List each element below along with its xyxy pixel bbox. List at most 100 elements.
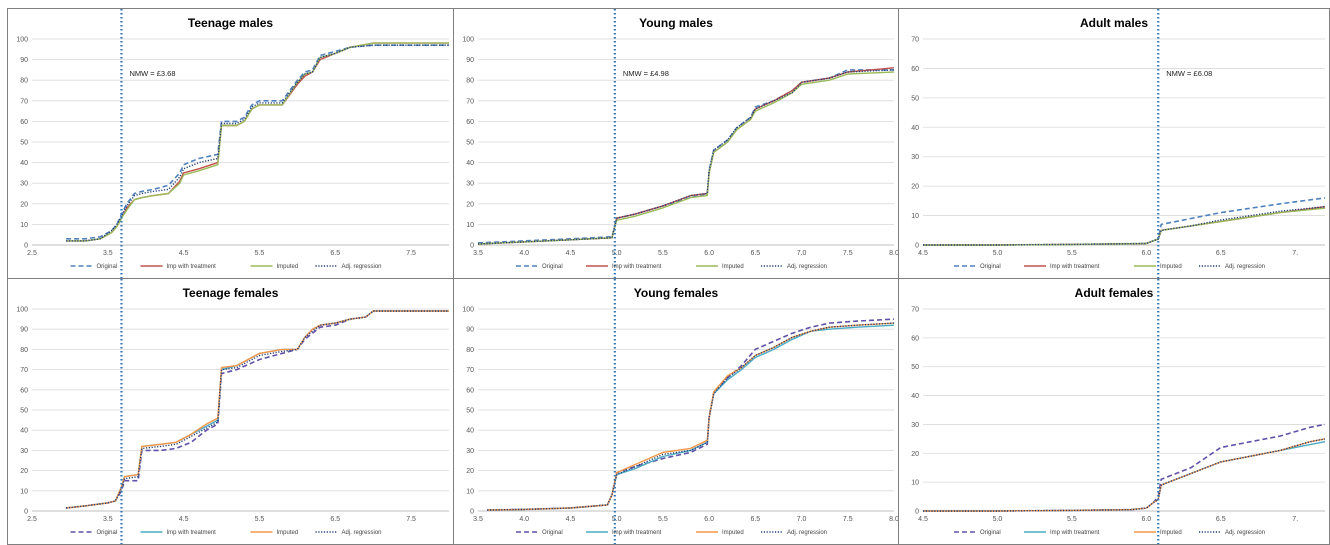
legend-label: Original (97, 264, 118, 270)
legend-label: Imp with treatment (612, 530, 662, 536)
nmw-label: NMW = £4.98 (623, 69, 669, 78)
legend-label: Original (980, 530, 1001, 536)
chart-panel-adult-males: Adult males 0 10 20 30 40 50 60 70 4.5 5.0 5.5 6.0 6.… (898, 8, 1330, 279)
y-tick-label: 80 (466, 78, 474, 85)
x-tick-label: 4.5 (566, 250, 576, 257)
x-tick-label: 2.5 (27, 516, 37, 523)
y-tick-label: 40 (911, 393, 919, 400)
legend-label: Imputed (1160, 264, 1182, 270)
y-tick-label: 70 (911, 307, 919, 314)
y-tick-label: 0 (24, 243, 28, 250)
legend: Original Imp with treatment Imputed Adj. re… (516, 530, 827, 536)
legend-label: Original (542, 264, 563, 270)
x-tick-label: 7.0 (797, 516, 807, 523)
y-tick-label: 80 (466, 347, 474, 354)
legend-label: Imp with treatment (612, 264, 662, 270)
series-line-adj-regression (66, 310, 449, 509)
series-line-adj-regression (923, 206, 1326, 246)
chart-svg: Teenage males 0 10 20 30 40 50 60 70 80 90 100 2.5 3.… (16, 9, 449, 278)
y-tick-label: 10 (20, 488, 28, 495)
y-tick-label: 20 (911, 184, 919, 191)
legend-label: Imputed (1160, 530, 1182, 536)
x-tick-label: 3.5 (473, 250, 483, 257)
chart-panel-adult-females: Adult females 0 10 20 30 40 50 60 70 4.5 5.0 5.5 6.0… (898, 278, 1330, 545)
y-tick-label: 70 (466, 98, 474, 105)
y-tick-label: 60 (20, 387, 28, 394)
y-tick-label: 20 (911, 451, 919, 458)
y-tick-label: 70 (20, 367, 28, 374)
y-tick-label: 30 (466, 448, 474, 455)
x-tick-label: 2.5 (27, 250, 37, 257)
y-tick-label: 0 (470, 243, 474, 250)
y-tick-label: 40 (466, 428, 474, 435)
y-tick-label: 70 (911, 37, 919, 44)
y-tick-label: 10 (911, 480, 919, 487)
y-tick-label: 50 (911, 364, 919, 371)
y-tick-label: 20 (20, 201, 28, 208)
series-line-original (477, 69, 894, 244)
x-tick-label: 7. (1292, 516, 1298, 523)
y-tick-label: 90 (20, 57, 28, 64)
y-tick-label: 30 (20, 181, 28, 188)
y-tick-label: 80 (20, 78, 28, 85)
x-tick-label: 8.0 (889, 250, 898, 257)
series-line-original (923, 423, 1326, 512)
x-tick-label: 7. (1292, 250, 1298, 257)
x-tick-label: 3.5 (473, 516, 483, 523)
series-line-adj-regression (477, 69, 895, 245)
series-line-imputed (923, 207, 1326, 246)
y-tick-label: 30 (911, 154, 919, 161)
chart-svg: Adult males 0 10 20 30 40 50 60 70 4.5 5.0 5.5 6.0 6.… (911, 9, 1326, 278)
y-tick-label: 20 (466, 468, 474, 475)
x-tick-label: 4.5 (179, 516, 189, 523)
y-tick-label: 70 (20, 98, 28, 105)
y-tick-label: 50 (20, 140, 28, 147)
y-tick-label: 50 (20, 408, 28, 415)
legend-label: Adj. regression (1225, 530, 1265, 536)
y-tick-label: 10 (466, 488, 474, 495)
chart-title: Young females (634, 286, 719, 300)
y-tick-label: 100 (16, 37, 28, 44)
x-tick-label: 6.0 (1141, 250, 1151, 257)
x-tick-label: 5.5 (658, 250, 668, 257)
y-tick-label: 80 (20, 347, 28, 354)
chart-panel-teenage-males: Teenage males 0 10 20 30 40 50 60 70 80 90 100 2.5 3.… (7, 8, 454, 279)
x-tick-label: 5.5 (255, 516, 265, 523)
chart-title: Adult females (1075, 286, 1154, 300)
y-tick-label: 0 (470, 509, 474, 516)
series-line-imputed (487, 322, 895, 511)
y-tick-label: 0 (915, 243, 919, 250)
y-tick-label: 20 (466, 201, 474, 208)
x-tick-label: 6.5 (330, 250, 340, 257)
legend-label: Adj. regression (342, 264, 382, 270)
legend-label: Imputed (722, 264, 744, 270)
x-tick-label: 5.5 (255, 250, 265, 257)
x-tick-label: 6.0 (704, 250, 714, 257)
y-tick-label: 10 (911, 213, 919, 220)
legend-label: Imputed (722, 530, 744, 536)
series-line-adj-regression (66, 44, 449, 242)
legend-label: Original (980, 264, 1001, 270)
series-line-imputed (477, 71, 895, 245)
legend: Original Imp with treatment Imputed Adj. re… (516, 264, 827, 270)
x-tick-label: 4.5 (918, 250, 928, 257)
legend-label: Imp with treatment (167, 530, 217, 536)
x-tick-label: 4.5 (918, 516, 928, 523)
chart-panel-teenage-females: Teenage females 0 10 20 30 40 50 60 70 80 90 100 2.5… (7, 278, 454, 545)
x-tick-label: 7.5 (406, 516, 416, 523)
chart-svg: Teenage females 0 10 20 30 40 50 60 70 80 90 100 2.5… (16, 279, 449, 544)
x-tick-label: 7.5 (843, 250, 853, 257)
y-tick-label: 0 (915, 509, 919, 516)
x-tick-label: 5.5 (658, 516, 668, 523)
y-tick-label: 50 (911, 95, 919, 102)
y-tick-label: 30 (466, 181, 474, 188)
x-tick-label: 6.0 (704, 516, 714, 523)
x-tick-label: 7.5 (843, 516, 853, 523)
legend-label: Imputed (277, 264, 299, 270)
series-line-original (923, 197, 1326, 246)
legend-label: Adj. regression (787, 530, 827, 536)
legend: Original Imp with treatment Imputed Adj. re… (70, 264, 382, 270)
y-tick-label: 100 (462, 307, 474, 314)
x-tick-label: 6.5 (1216, 516, 1226, 523)
series-line-original (487, 318, 895, 511)
